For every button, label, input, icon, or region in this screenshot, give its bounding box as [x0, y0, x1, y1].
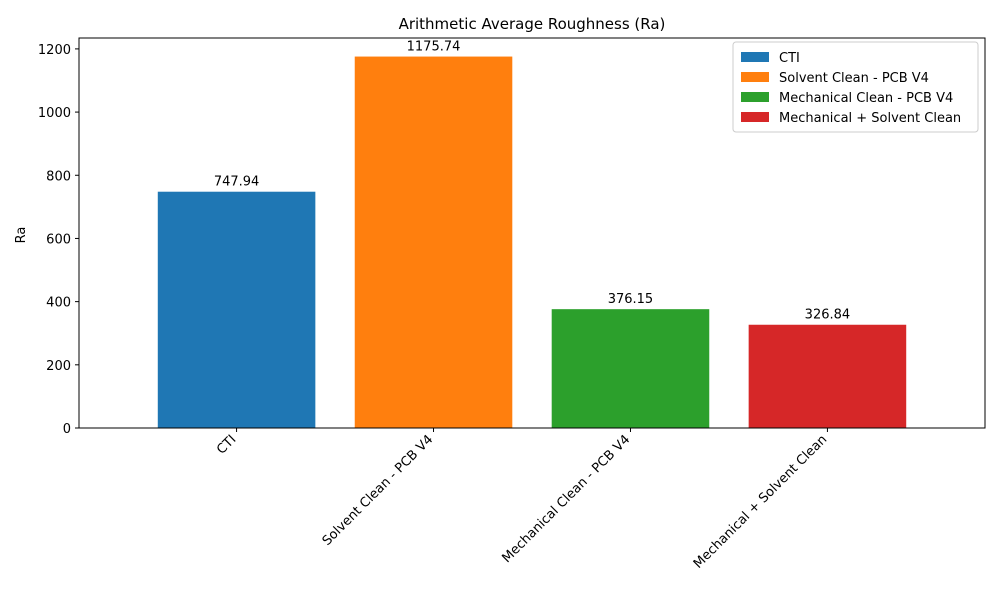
- bar-value-label: 376.15: [608, 292, 654, 307]
- y-tick-label: 1000: [38, 106, 71, 121]
- legend-swatch: [741, 52, 769, 62]
- legend-entry-label: Solvent Clean - PCB V4: [779, 71, 929, 86]
- y-axis-label: Ra: [14, 227, 29, 244]
- x-tick-label: Mechanical + Solvent Clean: [691, 432, 830, 571]
- plot-frame: [78, 37, 986, 429]
- bar: [354, 56, 513, 429]
- legend-entry-label: CTI: [779, 51, 800, 66]
- bars-layer: 747.94 1175.74 376.15 326.84: [157, 40, 907, 429]
- legend-entry-label: Mechanical + Solvent Clean: [779, 111, 961, 126]
- chart-title: Arithmetic Average Roughness (Ra): [399, 15, 666, 33]
- bar: [157, 191, 316, 428]
- x-tick-label: Solvent Clean - PCB V4: [320, 432, 437, 549]
- y-tick-label: 800: [46, 169, 71, 184]
- y-tick-label: 0: [63, 422, 71, 437]
- y-tick-label: 600: [46, 232, 71, 247]
- bar-value-label: 1175.74: [407, 40, 461, 55]
- legend-entry-label: Mechanical Clean - PCB V4: [779, 91, 953, 106]
- legend-box: [732, 41, 979, 133]
- y-tick-label: 200: [46, 359, 71, 374]
- legend: CTI Solvent Clean - PCB V4 Mechanical Clea…: [732, 41, 979, 133]
- x-tick-label: CTI: [214, 432, 239, 457]
- y-tick-label: 1200: [38, 43, 71, 58]
- bar-value-label: 747.94: [214, 175, 260, 190]
- legend-swatch: [741, 112, 769, 122]
- y-tick-label: 400: [46, 296, 71, 311]
- legend-swatch: [741, 92, 769, 102]
- bar: [551, 309, 710, 428]
- x-tick-label: Mechanical Clean - PCB V4: [499, 432, 633, 566]
- legend-swatch: [741, 72, 769, 82]
- bar-value-label: 326.84: [805, 308, 851, 323]
- bar: [748, 324, 907, 428]
